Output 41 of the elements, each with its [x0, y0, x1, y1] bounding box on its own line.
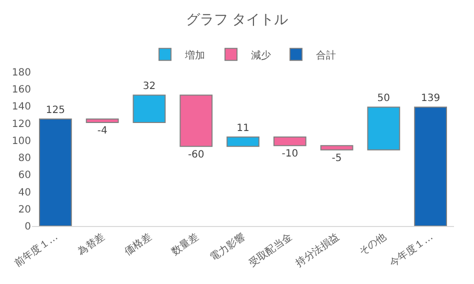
- y-tick-label: 180: [12, 68, 31, 78]
- data-label: -60: [188, 149, 204, 160]
- data-label: -4: [97, 125, 108, 136]
- bar: [320, 145, 354, 150]
- x-tick-label: 為替差: [75, 230, 107, 258]
- y-tick-label: 0: [24, 222, 31, 232]
- x-tick-label: 今年度１…: [387, 230, 436, 270]
- data-label: 50: [377, 93, 390, 104]
- y-tick-label: 80: [18, 153, 31, 164]
- bar: [39, 118, 72, 226]
- bar: [414, 106, 447, 226]
- x-tick-label: 受取配当金: [246, 230, 294, 270]
- bar: [180, 94, 213, 147]
- bar: [367, 106, 400, 150]
- x-tick-label: 前年度１…: [12, 230, 60, 270]
- bar: [132, 94, 166, 123]
- x-tick-label: 数量差: [169, 230, 201, 258]
- y-tick-label: 100: [12, 136, 31, 147]
- y-tick-label: 60: [18, 170, 31, 182]
- data-label: 11: [236, 123, 250, 134]
- bar: [273, 136, 306, 146]
- x-tick-label: 価格差: [122, 230, 154, 258]
- x-tick-label: 持分法損益: [294, 230, 342, 270]
- data-label: -10: [282, 148, 298, 160]
- y-tick-label: 120: [12, 118, 31, 130]
- data-label: -5: [332, 152, 342, 164]
- x-tick-label: その他: [356, 230, 388, 258]
- x-tick-label: 電力影響: [208, 230, 248, 264]
- chart-title: グラフ タイトル: [186, 12, 288, 28]
- data-label: 125: [46, 105, 65, 116]
- legend-label: 減少: [251, 49, 271, 62]
- y-tick-label: 40: [18, 187, 31, 198]
- legend-label: 合計: [316, 49, 336, 62]
- bar: [86, 118, 119, 123]
- y-tick-label: 20: [18, 204, 31, 216]
- data-label: 139: [421, 93, 440, 104]
- y-tick-label: 160: [12, 84, 31, 96]
- data-label: 32: [142, 81, 156, 92]
- bar: [226, 136, 260, 147]
- y-tick-label: 140: [12, 102, 31, 113]
- legend-label: 増加: [184, 49, 205, 62]
